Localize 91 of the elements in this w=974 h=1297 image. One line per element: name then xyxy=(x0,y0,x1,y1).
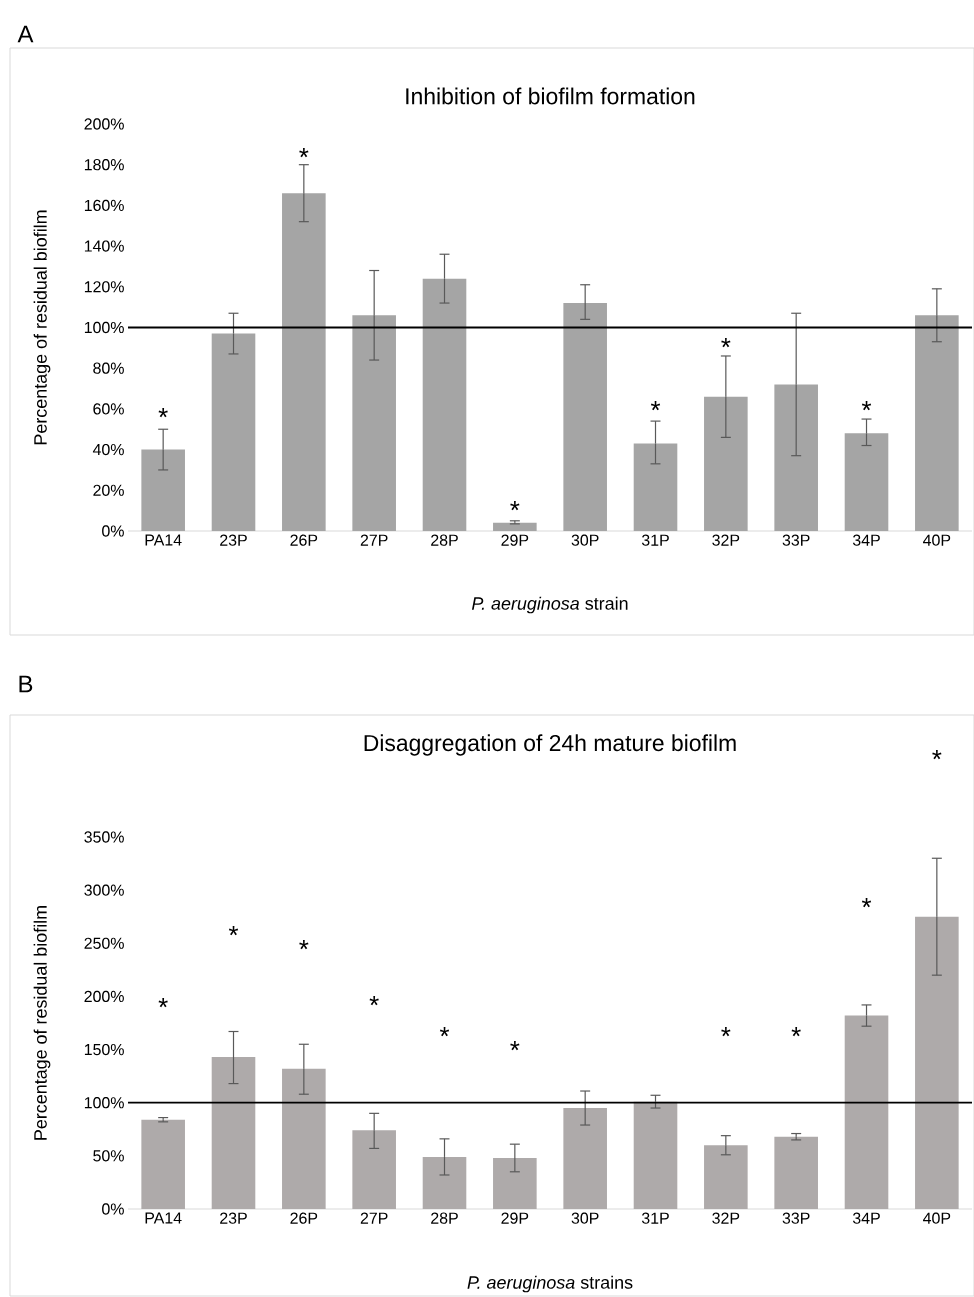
bar xyxy=(774,1136,818,1209)
bar xyxy=(844,433,889,531)
y-tick-label: 20% xyxy=(93,484,124,496)
annotation: * xyxy=(861,401,871,411)
annotation: * xyxy=(791,1027,801,1037)
bar xyxy=(492,522,537,531)
x-tick-label: 40P xyxy=(922,1212,950,1224)
annotation: * xyxy=(228,926,238,936)
annotation: * xyxy=(720,1027,731,1037)
y-tick-label: 80% xyxy=(93,362,124,374)
x-tick-label: 33P xyxy=(782,1212,810,1224)
x-axis-title: P. aeruginosa strain xyxy=(471,596,628,614)
annotation: * xyxy=(158,998,168,1008)
x-tick-label: 33P xyxy=(782,534,810,546)
y-tick-label: 0% xyxy=(101,1203,124,1215)
x-tick-label: PA14 xyxy=(145,534,182,546)
x-tick-label: 29P xyxy=(501,1212,528,1224)
bar xyxy=(281,193,326,531)
x-tick-label: 34P xyxy=(852,534,880,546)
x-tick-label: 32P xyxy=(712,534,739,546)
y-tick-label: 60% xyxy=(93,403,124,415)
x-tick-label: 23P xyxy=(219,1212,247,1224)
y-tick-label: 180% xyxy=(84,159,124,171)
x-tick-label: 26P xyxy=(290,534,317,546)
text: B xyxy=(19,675,32,693)
y-tick-label: 100% xyxy=(84,321,124,334)
annotation: * xyxy=(298,148,309,158)
x-tick-label: 26P xyxy=(290,1212,317,1224)
x-tick-label: 27P xyxy=(360,534,388,546)
bar xyxy=(703,396,748,531)
bar xyxy=(563,1108,607,1209)
bar xyxy=(492,1157,537,1209)
bar xyxy=(422,278,467,531)
text: * xyxy=(931,750,942,760)
text: A xyxy=(17,25,34,43)
x-tick-label: 30P xyxy=(571,1212,599,1224)
chart-title: Inhibition of biofilm formation xyxy=(406,87,695,105)
x-tick-label: 29P xyxy=(501,534,528,546)
y-tick-label: 40% xyxy=(92,443,124,456)
x-tick-label: 30P xyxy=(571,534,599,546)
annotation: * xyxy=(439,1027,449,1037)
bar xyxy=(211,1057,256,1209)
bar xyxy=(211,333,256,531)
x-tick-label: 27P xyxy=(360,1212,388,1224)
annotation: * xyxy=(650,401,660,411)
bar xyxy=(774,384,818,531)
x-tick-label: 23P xyxy=(219,534,247,546)
annotation: * xyxy=(720,338,731,348)
y-tick-label: 50% xyxy=(92,1150,124,1162)
y-tick-label: 150% xyxy=(84,1043,124,1056)
y-tick-label: 0% xyxy=(101,525,124,537)
annotation: * xyxy=(158,408,168,418)
annotation: * xyxy=(298,940,309,950)
y-tick-label: 300% xyxy=(84,884,124,896)
bar xyxy=(563,303,607,531)
y-tick-label: 160% xyxy=(84,199,124,212)
annotation: * xyxy=(509,1041,520,1051)
x-tick-label: 28P xyxy=(430,1212,458,1224)
annotation: * xyxy=(861,898,871,908)
bar xyxy=(633,443,678,531)
x-tick-label: 34P xyxy=(852,1212,880,1224)
x-tick-label: 28P xyxy=(430,534,458,546)
bar xyxy=(703,1145,748,1209)
chart-title: Disaggregation of 24h mature biofilm xyxy=(364,734,736,756)
bar xyxy=(914,315,959,531)
y-tick-label: 120% xyxy=(84,281,124,293)
x-tick-label: 32P xyxy=(712,1212,739,1224)
bar xyxy=(422,1156,467,1209)
y-axis-title: Percentage of residual biofilm xyxy=(33,906,51,1140)
annotation: * xyxy=(509,501,520,511)
bar xyxy=(141,449,185,531)
y-tick-label: 200% xyxy=(84,118,124,130)
y-tick-label: 250% xyxy=(84,937,124,949)
bar xyxy=(352,1130,396,1209)
bar xyxy=(281,1068,326,1209)
x-tick-label: 40P xyxy=(922,534,950,546)
y-axis-title: Percentage of residual biofilm xyxy=(33,210,51,445)
bar xyxy=(352,315,396,531)
bar xyxy=(914,916,959,1209)
x-tick-label: 31P xyxy=(641,534,669,546)
bar xyxy=(844,1015,889,1209)
x-tick-label: PA14 xyxy=(145,1212,182,1224)
y-tick-label: 350% xyxy=(84,831,124,843)
x-tick-label: 31P xyxy=(641,1212,669,1224)
y-tick-label: 200% xyxy=(84,990,124,1003)
bar xyxy=(633,1101,678,1209)
bar xyxy=(141,1119,185,1209)
annotation: * xyxy=(369,996,379,1006)
x-axis-title: P. aeruginosa strains xyxy=(467,1275,633,1293)
y-tick-label: 140% xyxy=(84,240,124,252)
y-tick-label: 100% xyxy=(84,1097,124,1109)
